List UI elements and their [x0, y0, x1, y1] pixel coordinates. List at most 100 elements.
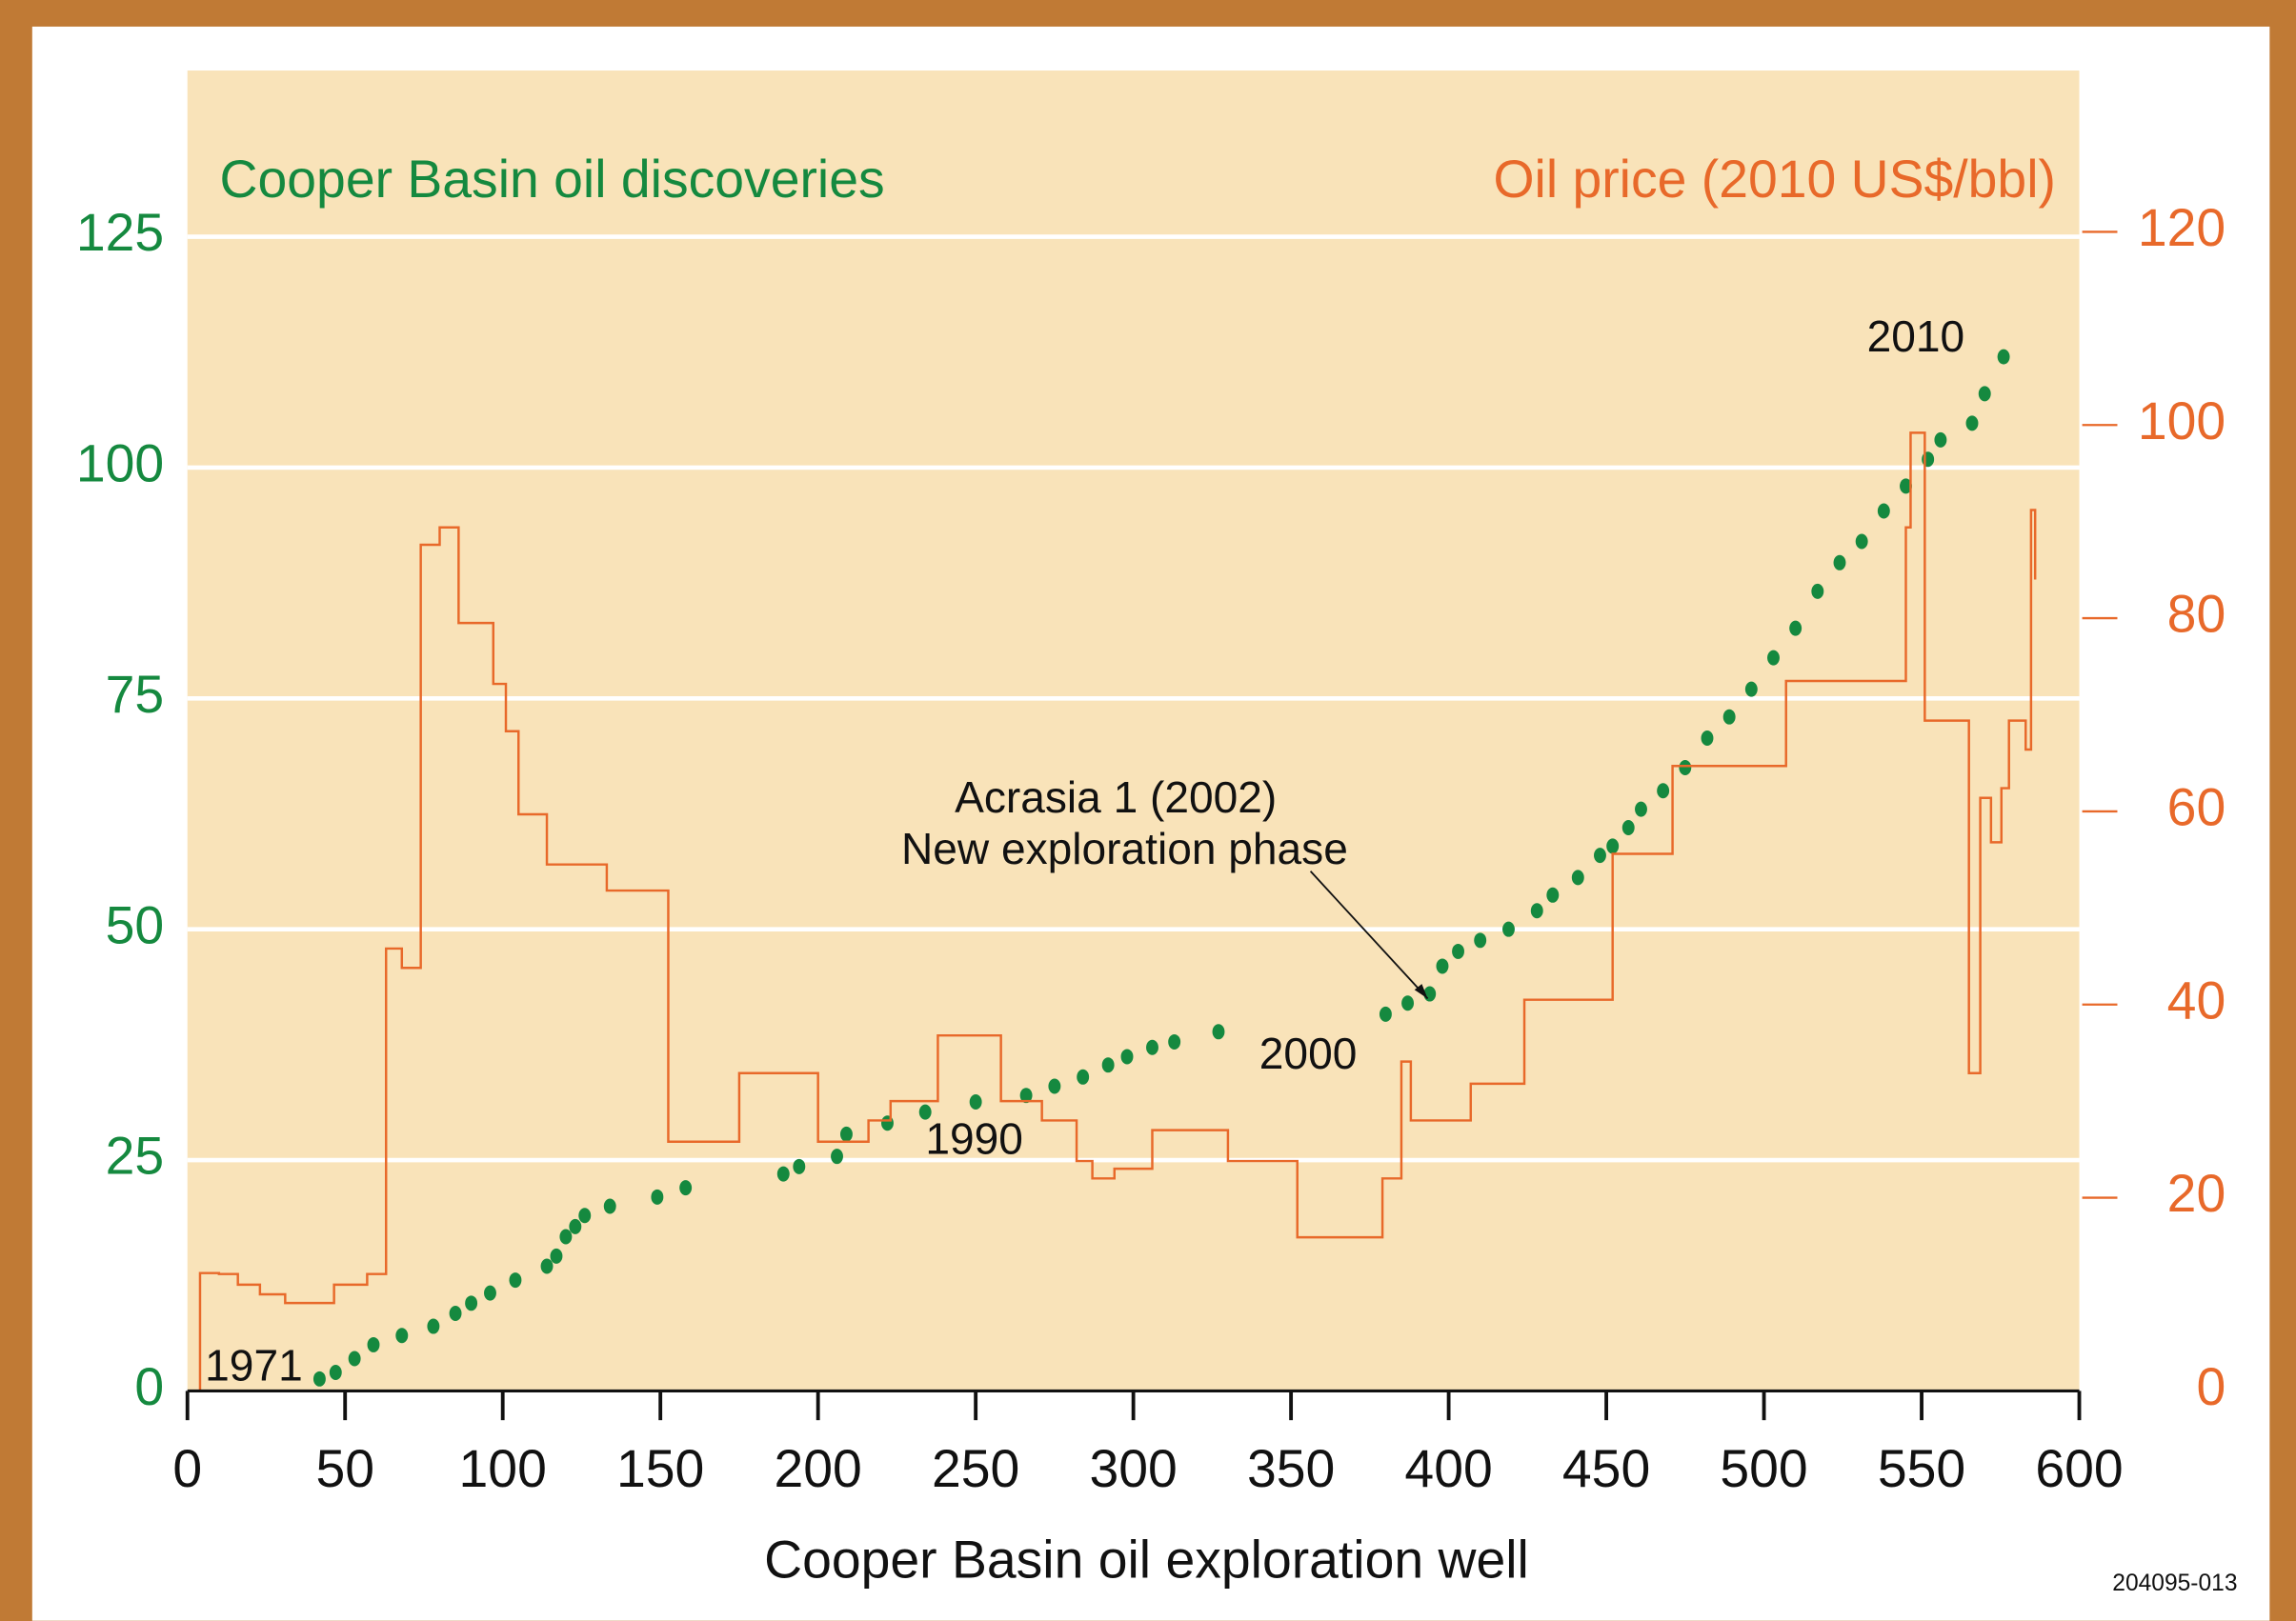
x-tick-label: 600 [2035, 1439, 2123, 1498]
x-tick-label: 200 [775, 1439, 862, 1498]
footnote: 204095-013 [2112, 1571, 2237, 1596]
y2-tick-label: 20 [2167, 1164, 2226, 1223]
y-tick-label: 0 [134, 1357, 164, 1416]
discovery-dot [395, 1328, 409, 1344]
discovery-dot [839, 1126, 853, 1142]
x-tick-label: 450 [1562, 1439, 1650, 1498]
series-title: Cooper Basin oil discoveries [220, 150, 885, 209]
y2-tick-label: 120 [2138, 198, 2226, 257]
discovery-dot [1401, 995, 1415, 1011]
discovery-dot [918, 1104, 932, 1120]
discovery-dot [1502, 921, 1515, 937]
discovery-dot [969, 1093, 982, 1110]
x-tick-label: 400 [1404, 1439, 1492, 1498]
annotation: 2010 [1867, 311, 1965, 361]
discovery-dot [1077, 1069, 1090, 1085]
discovery-dot [348, 1351, 361, 1367]
discovery-dot [1379, 1006, 1392, 1022]
discovery-dot [559, 1229, 573, 1245]
x-tick-label: 250 [932, 1439, 1019, 1498]
discovery-dot [1978, 386, 1991, 402]
y2-title: Oil price (2010 US$/bbl) [1493, 150, 2055, 209]
discovery-dot [1657, 783, 1670, 799]
y-tick-label: 75 [106, 665, 165, 724]
y-tick-label: 50 [106, 895, 165, 954]
discovery-dot [427, 1318, 440, 1334]
discovery-dot [679, 1180, 693, 1196]
discovery-dot [1744, 681, 1758, 697]
discovery-dot [1606, 838, 1620, 854]
marks [196, 349, 2037, 1392]
discovery-dot [1530, 903, 1543, 919]
discovery-dot [1019, 1088, 1033, 1104]
discovery-dot [465, 1295, 478, 1311]
y-tick-label: 125 [76, 203, 164, 262]
discovery-dot [831, 1149, 843, 1165]
discovery-dot [1594, 848, 1606, 864]
discovery-dot [776, 1166, 790, 1182]
x-tick-label: 100 [459, 1439, 547, 1498]
discovery-dot [329, 1365, 342, 1381]
x-tick-label: 0 [172, 1439, 202, 1498]
annotation: 1990 [925, 1113, 1023, 1163]
discovery-dot [1997, 349, 2010, 365]
x-axis-label: Cooper Basin oil exploration well [764, 1530, 1529, 1589]
discovery-dot [1811, 583, 1824, 599]
discovery-dot [1212, 1024, 1225, 1040]
discovery-dot [1701, 730, 1714, 746]
annotation-arrow [1309, 871, 1429, 1000]
discovery-dot [1168, 1033, 1181, 1050]
discovery-dot [1436, 958, 1449, 974]
discovery-dot [1546, 887, 1560, 903]
x-tick-label: 350 [1247, 1439, 1335, 1498]
discovery-dot [1900, 478, 1912, 494]
discovery-dot [651, 1189, 664, 1205]
discovery-dot [569, 1218, 582, 1234]
discovery-dot [367, 1336, 380, 1352]
discovery-dot [578, 1208, 592, 1224]
y-tick-label: 100 [76, 434, 164, 493]
discovery-dot [1679, 760, 1692, 776]
discovery-dot [312, 1371, 326, 1387]
arrow-head [1414, 984, 1428, 999]
discovery-dot [1789, 620, 1803, 636]
discovery-dot [1101, 1057, 1115, 1073]
y2-tick-label: 60 [2167, 778, 2226, 837]
discovery-dot [1965, 415, 1979, 431]
discovery-dot [449, 1305, 462, 1321]
discovery-dot [1833, 554, 1846, 570]
x-tick-label: 500 [1720, 1439, 1807, 1498]
y2-tick-label: 80 [2167, 585, 2226, 644]
y2-tick-label: 40 [2167, 971, 2226, 1030]
discovery-dot [1146, 1039, 1158, 1055]
discovery-dot [1767, 650, 1780, 666]
y2-tick-label: 0 [2196, 1357, 2226, 1416]
discovery-dot [509, 1272, 522, 1289]
grid [187, 234, 2080, 1163]
y2-tick-label: 100 [2138, 391, 2226, 450]
plot-area [187, 70, 2080, 1391]
discovery-dot [1474, 932, 1487, 949]
discovery-dot [550, 1248, 563, 1264]
x-tick-label: 150 [616, 1439, 704, 1498]
discovery-dot [1934, 431, 1947, 448]
discovery-dot [1048, 1078, 1061, 1094]
discovery-dot [1120, 1049, 1134, 1065]
discovery-dot [603, 1198, 616, 1214]
x-tick-label: 50 [315, 1439, 374, 1498]
y-tick-label: 25 [106, 1127, 165, 1186]
discovery-dot [1452, 943, 1464, 959]
discovery-dot [1855, 533, 1868, 550]
discovery-dot [484, 1285, 496, 1301]
discovery-dot [540, 1258, 554, 1274]
discovery-dot [1621, 820, 1635, 836]
annotation: 1971 [205, 1341, 303, 1391]
x-tick-label: 550 [1878, 1439, 1965, 1498]
price-line [196, 431, 2037, 1392]
annotation: 2000 [1259, 1029, 1358, 1078]
discovery-dot [1722, 709, 1736, 725]
annotation: New exploration phase [901, 824, 1348, 873]
discovery-dot [1877, 503, 1890, 519]
x-tick-label: 300 [1089, 1439, 1177, 1498]
